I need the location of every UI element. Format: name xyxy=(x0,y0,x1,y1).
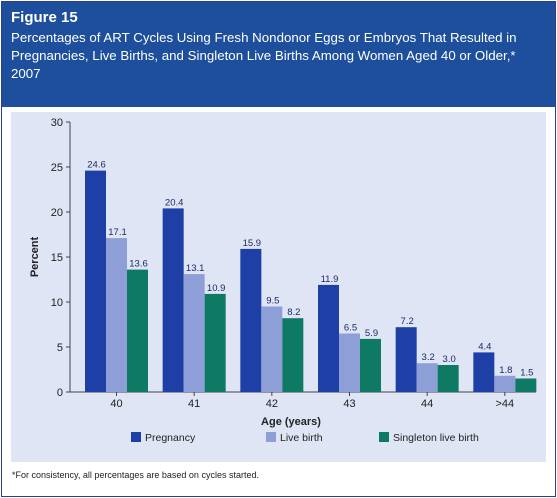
bar-value-label: 17.1 xyxy=(108,227,127,238)
y-tick-label: 25 xyxy=(51,162,63,174)
bar-value-label: 13.1 xyxy=(186,263,205,274)
bar xyxy=(437,365,459,392)
x-tick-label: 40 xyxy=(110,398,122,410)
bar xyxy=(240,248,262,392)
bar xyxy=(339,333,360,392)
bar-value-label: 11.9 xyxy=(321,274,339,285)
bar-value-label: 10.9 xyxy=(207,283,226,294)
bar xyxy=(282,318,304,392)
bar-value-label: 13.6 xyxy=(129,259,148,270)
legend-label: Live birth xyxy=(280,432,323,444)
bar xyxy=(162,208,184,392)
y-tick-label: 5 xyxy=(57,342,63,354)
bar-value-label: 8.2 xyxy=(287,307,300,318)
x-tick-label: 44 xyxy=(421,398,433,410)
bar-value-label: 7.2 xyxy=(401,316,414,327)
bar xyxy=(395,327,417,392)
y-tick-label: 30 xyxy=(51,117,63,129)
figure-footnote: *For consistency, all percentages are ba… xyxy=(12,470,259,480)
bar-value-label: 3.2 xyxy=(422,352,435,363)
bar xyxy=(416,363,438,392)
bar xyxy=(318,284,339,392)
y-tick-label: 0 xyxy=(57,387,63,399)
legend-label: Pregnancy xyxy=(145,432,196,444)
y-tick-label: 15 xyxy=(51,252,63,264)
legend-swatch xyxy=(266,432,276,442)
legend-swatch xyxy=(131,432,141,442)
legend-label: Singleton live birth xyxy=(393,432,479,444)
bar-value-label: 5.9 xyxy=(365,328,378,339)
bar xyxy=(494,375,516,392)
bar xyxy=(183,274,205,392)
bar-chart: 0 5 10 15 20 25 30 Percent 24.6 17.1 13.6 40 20.4 13.… xyxy=(29,117,537,444)
bar xyxy=(473,352,495,392)
x-tick-label: >44 xyxy=(495,398,514,410)
y-tick-label: 20 xyxy=(51,207,63,219)
bar-value-label: 9.5 xyxy=(266,296,279,307)
bar xyxy=(106,238,127,392)
bar xyxy=(360,338,381,392)
bar xyxy=(85,170,106,392)
x-tick-label: 41 xyxy=(188,398,200,410)
bar-value-label: 4.4 xyxy=(478,341,491,352)
figure-header: Figure 15 Percentages of ART Cycles Usin… xyxy=(2,2,555,107)
bar xyxy=(204,293,226,392)
bar-value-label: 1.5 xyxy=(520,368,533,379)
y-tick-label: 10 xyxy=(51,297,63,309)
bar xyxy=(515,378,537,392)
legend-swatch xyxy=(379,432,389,442)
x-axis-label: Age (years) xyxy=(261,416,321,428)
x-tick-label: 43 xyxy=(343,398,355,410)
figure-title: Percentages of ART Cycles Using Fresh No… xyxy=(11,30,517,81)
chart-panel: 0 5 10 15 20 25 30 Percent 24.6 17.1 13.6 40 20.4 13.… xyxy=(11,112,546,462)
bar-value-label: 1.8 xyxy=(499,365,512,376)
bar xyxy=(127,269,148,392)
bar xyxy=(261,306,283,392)
bar-value-label: 20.4 xyxy=(165,197,184,208)
y-axis-label: Percent xyxy=(29,236,41,277)
figure-label: Figure 15 xyxy=(11,9,78,26)
bar-value-label: 3.0 xyxy=(443,354,456,365)
x-tick-label: 42 xyxy=(266,398,278,410)
bar-value-label: 6.5 xyxy=(344,323,357,334)
bar-value-label: 15.9 xyxy=(243,238,262,249)
bar-value-label: 24.6 xyxy=(87,160,106,171)
